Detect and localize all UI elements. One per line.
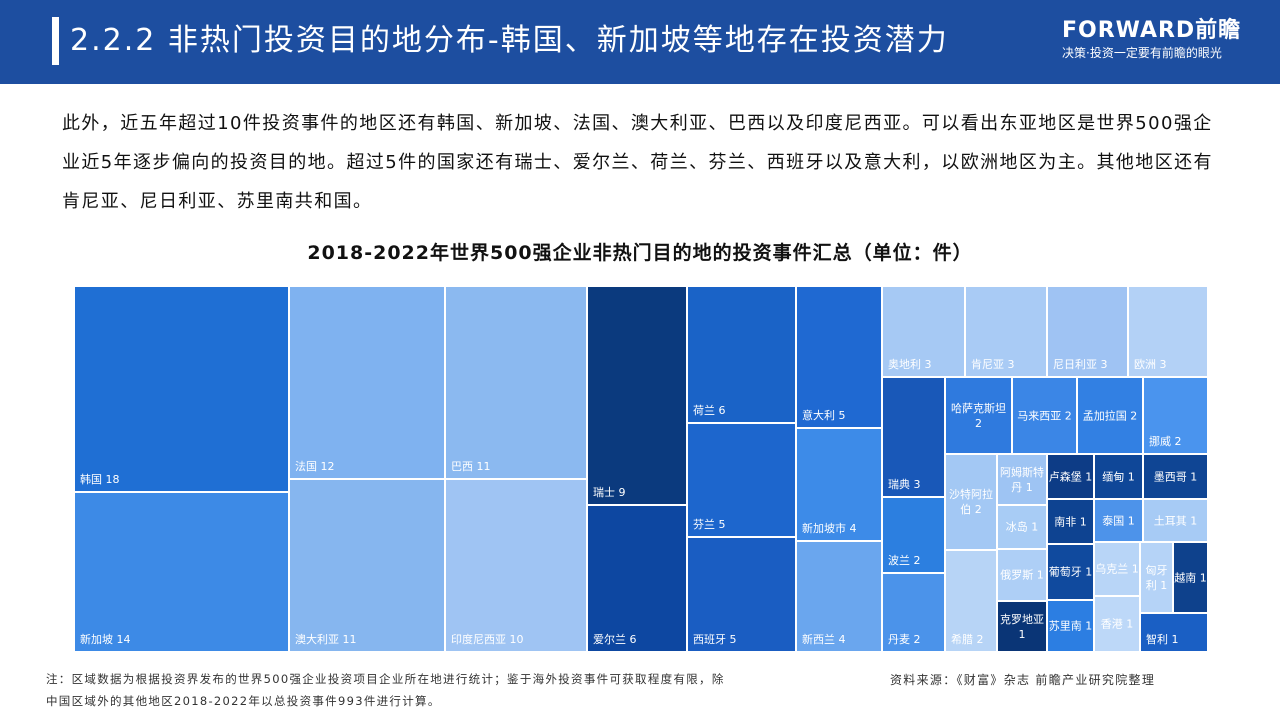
treemap-tile-label: 新加坡市 4 <box>802 522 857 535</box>
treemap-tile: 印度尼西亚 10 <box>445 479 587 652</box>
treemap-tile: 尼日利亚 3 <box>1047 286 1128 377</box>
treemap-tile: 乌克兰 1 <box>1094 542 1140 596</box>
treemap-tile: 澳大利亚 11 <box>289 479 445 652</box>
page-title: 2.2.2 非热门投资目的地分布-韩国、新加坡等地存在投资潜力 <box>70 23 949 58</box>
treemap-tile: 肯尼亚 3 <box>965 286 1047 377</box>
treemap-tile-label: 丹麦 2 <box>888 633 921 646</box>
treemap-tile-label: 波兰 2 <box>888 554 921 567</box>
treemap-tile: 欧洲 3 <box>1128 286 1208 377</box>
intro-paragraph: 此外，近五年超过10件投资事件的地区还有韩国、新加坡、法国、澳大利亚、巴西以及印… <box>62 113 1213 212</box>
treemap-tile: 卢森堡 1 <box>1047 454 1094 499</box>
treemap-tile-label: 爱尔兰 6 <box>593 633 637 646</box>
treemap-tile-label: 克罗地亚 1 <box>1000 612 1044 641</box>
treemap-tile-label: 巴西 11 <box>451 460 491 473</box>
treemap-tile: 俄罗斯 1 <box>997 549 1047 601</box>
treemap-tile-label: 西班牙 5 <box>693 633 737 646</box>
treemap-tile: 葡萄牙 1 <box>1047 544 1094 600</box>
treemap-tile-label: 瑞典 3 <box>888 478 921 491</box>
treemap-tile-label: 荷兰 6 <box>693 404 726 417</box>
treemap-tile: 阿姆斯特丹 1 <box>997 454 1047 505</box>
logo-brand: FORWARD前瞻 <box>1062 18 1242 43</box>
treemap-tile-label: 阿姆斯特丹 1 <box>1000 465 1044 494</box>
treemap-tile: 克罗地亚 1 <box>997 601 1047 652</box>
treemap-tile: 韩国 18 <box>74 286 289 492</box>
source-note: 资料来源：《财富》杂志 前瞻产业研究院整理 <box>890 673 1156 687</box>
treemap-tile-label: 欧洲 3 <box>1134 358 1167 371</box>
chart-title: 2018-2022年世界500强企业非热门目的地的投资事件汇总（单位：件） <box>307 242 973 264</box>
treemap-tile: 挪威 2 <box>1143 377 1208 454</box>
header-bar: 2.2.2 非热门投资目的地分布-韩国、新加坡等地存在投资潜力 FORWARD前… <box>0 0 1280 84</box>
treemap-tile: 荷兰 6 <box>687 286 796 423</box>
title-accent-bar <box>52 17 59 65</box>
treemap-tile: 奥地利 3 <box>882 286 965 377</box>
treemap-tile: 越南 1 <box>1173 542 1208 613</box>
treemap-tile-label: 土耳其 1 <box>1153 514 1198 527</box>
treemap-tile: 芬兰 5 <box>687 423 796 537</box>
treemap-tile: 智利 1 <box>1140 613 1208 652</box>
logo-slogan: 决策·投资一定要有前瞻的眼光 <box>1062 46 1222 60</box>
treemap-tile: 瑞士 9 <box>587 286 687 505</box>
treemap-tile-label: 澳大利亚 11 <box>295 633 357 646</box>
treemap-tile-label: 芬兰 5 <box>693 518 726 531</box>
treemap-tile-label: 越南 1 <box>1174 571 1207 584</box>
treemap-tile-label: 挪威 2 <box>1149 435 1182 448</box>
treemap-tile: 希腊 2 <box>945 550 997 652</box>
treemap-tile: 爱尔兰 6 <box>587 505 687 652</box>
treemap-tile-label: 尼日利亚 3 <box>1053 358 1108 371</box>
treemap-tile: 新加坡 14 <box>74 492 289 652</box>
forward-logo: FORWARD前瞻 决策·投资一定要有前瞻的眼光 <box>1062 18 1262 62</box>
treemap-chart: 韩国 18 新加坡 14 法国 12 澳大利亚 11 巴西 11 印度尼西亚 10 瑞士 9… <box>74 286 1208 652</box>
treemap-tile-label: 泰国 1 <box>1102 514 1135 527</box>
treemap-tile: 墨西哥 1 <box>1143 454 1208 499</box>
treemap-tile-label: 香港 1 <box>1100 617 1134 631</box>
treemap-tile-label: 哈萨克斯坦 2 <box>951 401 1006 430</box>
treemap-tile: 新西兰 4 <box>796 541 882 652</box>
treemap-tile-label: 马来西亚 2 <box>1017 409 1072 422</box>
treemap-tile-label: 新加坡 14 <box>80 633 131 646</box>
treemap-tile-label: 希腊 2 <box>951 633 984 646</box>
treemap-tile: 孟加拉国 2 <box>1077 377 1143 454</box>
treemap-tile: 泰国 1 <box>1094 499 1143 542</box>
treemap-tile: 香港 1 <box>1094 596 1140 652</box>
treemap-tile-label: 奥地利 3 <box>888 358 932 371</box>
treemap-tile-label: 匈牙利 1 <box>1145 563 1168 592</box>
treemap-tile-label: 缅甸 1 <box>1102 470 1135 483</box>
treemap-tile-label: 肯尼亚 3 <box>971 358 1015 371</box>
treemap-tile-label: 新西兰 4 <box>802 633 846 646</box>
treemap-tile-label: 印度尼西亚 10 <box>451 633 524 646</box>
treemap-tile-label: 卢森堡 1 <box>1048 470 1093 483</box>
treemap-tile-label: 南非 1 <box>1054 515 1087 528</box>
treemap-tile-label: 法国 12 <box>295 460 335 473</box>
treemap-tile: 波兰 2 <box>882 497 945 573</box>
treemap-tile-label: 墨西哥 1 <box>1153 470 1198 483</box>
treemap-tile-label: 葡萄牙 1 <box>1048 565 1093 579</box>
treemap-tile: 沙特阿拉伯 2 <box>945 454 997 550</box>
treemap-tile-label: 冰岛 1 <box>1005 520 1039 534</box>
footnote: 注：区域数据为根据投资界发布的世界500强企业投资项目企业所在地进行统计；鉴于海… <box>46 672 725 708</box>
treemap-tile-label: 乌克兰 1 <box>1095 562 1139 576</box>
treemap-tile-label: 孟加拉国 2 <box>1082 409 1138 422</box>
treemap-tile-label: 韩国 18 <box>80 473 120 486</box>
treemap-tile-label: 沙特阿拉伯 2 <box>949 488 993 516</box>
treemap-tile: 丹麦 2 <box>882 573 945 652</box>
treemap-tile: 南非 1 <box>1047 499 1094 544</box>
treemap-tile: 匈牙利 1 <box>1140 542 1173 613</box>
treemap-tile: 意大利 5 <box>796 286 882 428</box>
treemap-tile: 哈萨克斯坦 2 <box>945 377 1012 454</box>
treemap-tile-label: 苏里南 1 <box>1048 619 1093 633</box>
treemap-tile: 土耳其 1 <box>1143 499 1208 542</box>
treemap-tile: 巴西 11 <box>445 286 587 479</box>
treemap-tile: 苏里南 1 <box>1047 600 1094 652</box>
treemap-tile: 冰岛 1 <box>997 505 1047 549</box>
treemap-tile: 瑞典 3 <box>882 377 945 497</box>
treemap-tile-label: 智利 1 <box>1146 633 1179 646</box>
treemap-tile-label: 意大利 5 <box>802 409 846 422</box>
treemap-tile-label: 瑞士 9 <box>593 486 626 499</box>
treemap-tile: 西班牙 5 <box>687 537 796 652</box>
treemap-tile: 马来西亚 2 <box>1012 377 1077 454</box>
treemap-tile: 新加坡市 4 <box>796 428 882 541</box>
treemap-tile: 法国 12 <box>289 286 445 479</box>
treemap-tile-label: 俄罗斯 1 <box>1000 568 1044 582</box>
treemap-tile: 缅甸 1 <box>1094 454 1143 499</box>
